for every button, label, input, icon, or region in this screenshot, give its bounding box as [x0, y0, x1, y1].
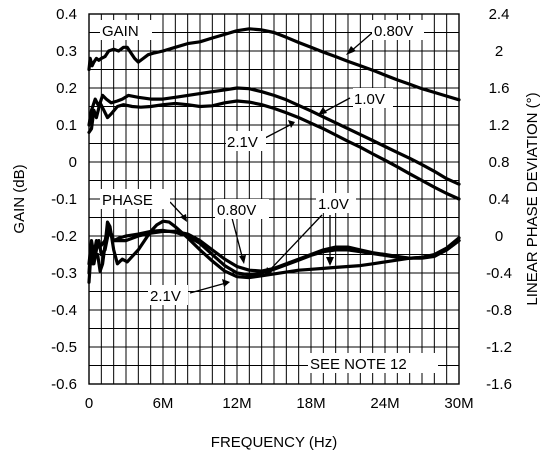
x-tick-label: 24M	[370, 395, 399, 412]
x-tick-label: 30M	[444, 395, 473, 412]
arrow-10v-gain	[321, 97, 351, 114]
gain-2-1v-curve	[87, 99, 461, 201]
arrow-phase-label	[169, 201, 186, 219]
y2-tick-label: 1.6	[489, 80, 510, 97]
x-tick-label: 18M	[296, 395, 325, 412]
note-label: SEE NOTE 12	[310, 356, 407, 373]
annotation-arrows	[169, 32, 373, 294]
arrowhead-10v-phase-a	[264, 267, 272, 276]
x-axis-title: FREQUENCY (Hz)	[211, 434, 337, 451]
y2-tick-label: 0	[495, 228, 503, 245]
label-10v-gain: 1.0V	[354, 91, 385, 108]
y2-tick-label: -0.4	[486, 265, 512, 282]
arrowhead-21v-gain	[288, 120, 295, 128]
y2-tick-label: -0.8	[486, 302, 512, 319]
y2-tick-label: 2	[495, 43, 503, 60]
y-tick-label: 0	[69, 154, 77, 171]
y2-axis-title: LINEAR PHASE DEVIATION (°)	[524, 92, 541, 305]
y-tick-label: -0.1	[51, 191, 77, 208]
y-tick-label: -0.4	[51, 302, 77, 319]
arrow-21v-phase	[189, 282, 227, 294]
y-tick-label: -0.2	[51, 228, 77, 245]
arrowhead-phase-label	[180, 214, 187, 222]
plot-frame	[88, 13, 460, 385]
y-tick-label: 0.4	[56, 6, 77, 23]
phase-2-1v-curve	[87, 228, 461, 284]
annotations: GAIN 0.80V 1.0V 2.1V PHASE 0.80V 1.0V 2.…	[100, 20, 438, 373]
arrow-080v-phase	[231, 217, 244, 261]
label-21v-phase: 2.1V	[150, 288, 181, 305]
y-tick-label: 0.2	[56, 80, 77, 97]
y-tick-label: 0.1	[56, 117, 77, 134]
arrowhead-080v-phase	[239, 255, 246, 264]
x-tick-label: 12M	[222, 395, 251, 412]
tick-labels: 0 6M 12M 18M 24M 30M 0.4 0.3 0.2 0.1 0 -0.1 -0.2 -0.3…	[51, 6, 512, 412]
y2-tick-label: 0.8	[489, 154, 510, 171]
arrow-21v-gain	[264, 124, 291, 139]
gain-1-0v-curve	[87, 86, 461, 186]
arrowhead-10v-gain	[318, 107, 327, 115]
gain-0-80v-curve	[87, 27, 461, 102]
gain-group-label: GAIN	[102, 23, 139, 40]
x-tick-label: 0	[85, 395, 93, 412]
y2-tick-label: -1.2	[486, 339, 512, 356]
arrowhead-080v-gain	[346, 46, 356, 55]
y2-tick-label: -1.6	[486, 376, 512, 393]
y2-tick-label: 2.4	[489, 6, 510, 23]
y2-tick-label: 1.2	[489, 117, 510, 134]
arrowhead-10v-phase-b	[326, 257, 334, 266]
label-10v-phase: 1.0V	[318, 196, 349, 213]
y-axis-title: GAIN (dB)	[11, 164, 28, 233]
x-tick-label: 6M	[153, 395, 174, 412]
label-080v-phase: 0.80V	[217, 202, 256, 219]
label-21v-gain: 2.1V	[227, 134, 258, 151]
label-080v-gain: 0.80V	[374, 23, 413, 40]
y-tick-label: -0.5	[51, 339, 77, 356]
y-tick-label: 0.3	[56, 43, 77, 60]
y-tick-label: -0.6	[51, 376, 77, 393]
arrowhead-21v-phase	[222, 279, 230, 287]
curves	[87, 27, 461, 284]
y2-tick-label: 0.4	[489, 191, 510, 208]
phase-group-label: PHASE	[102, 192, 153, 209]
arrow-10v-phase-a	[267, 214, 323, 273]
y-tick-label: -0.3	[51, 265, 77, 282]
